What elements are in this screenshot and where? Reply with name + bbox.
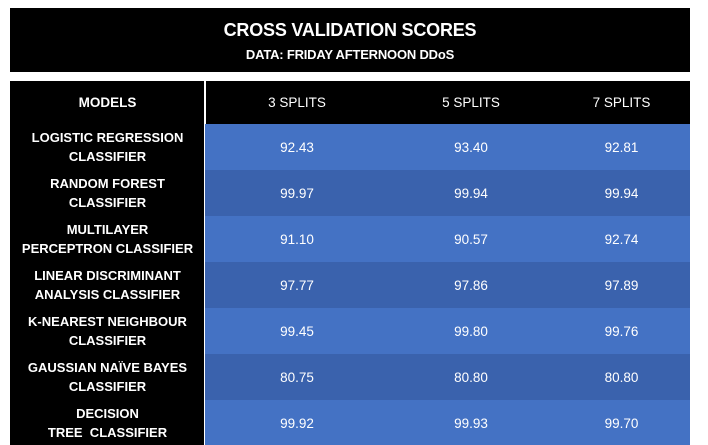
score-3-splits: 80.75 xyxy=(205,354,389,400)
model-name-line1: RANDOM FOREST xyxy=(50,176,165,191)
model-name-line2: PERCEPTRON CLASSIFIER xyxy=(21,241,194,256)
model-name: RANDOM FOREST CLASSIFIER xyxy=(10,170,205,216)
spacer xyxy=(10,72,690,81)
model-name-line1: LOGISTIC REGRESSION xyxy=(31,130,184,145)
header-3-splits: 3 SPLITS xyxy=(268,95,326,110)
score-5-splits: 97.86 xyxy=(389,262,553,308)
header-7-splits: 7 SPLITS xyxy=(592,95,651,110)
score-7-splits: 97.89 xyxy=(553,262,690,308)
column-header-row: MODELS 3 SPLITS 5 SPLITS 7 SPLITS xyxy=(10,81,690,124)
score-3-splits: 99.92 xyxy=(205,400,389,445)
score-7-splits: 99.76 xyxy=(553,308,690,354)
score-3-splits: 92.43 xyxy=(205,124,389,170)
model-name-line2: CLASSIFIER xyxy=(68,379,147,394)
table-row: DECISION TREE CLASSIFIER 99.92 99.93 99.7… xyxy=(10,400,690,445)
model-name-line2: TREE CLASSIFIER xyxy=(47,425,168,440)
score-3-splits: 91.10 xyxy=(205,216,389,262)
model-name: DECISION TREE CLASSIFIER xyxy=(10,400,205,445)
model-name-line1: LINEAR DISCRIMINANT xyxy=(34,268,181,283)
scores-table: CROSS VALIDATION SCORES DATA: FRIDAY AFT… xyxy=(10,8,690,445)
table-subtitle: DATA: FRIDAY AFTERNOON DDoS xyxy=(245,47,455,62)
header-5-splits: 5 SPLITS xyxy=(442,95,500,110)
table-row: LINEAR DISCRIMINANT ANALYSIS CLASSIFIER 9… xyxy=(10,262,690,308)
model-name: MULTILAYER PERCEPTRON CLASSIFIER xyxy=(10,216,205,262)
table-row: GAUSSIAN NAÏVE BAYES CLASSIFIER 80.75 80.… xyxy=(10,354,690,400)
table-row: K-NEAREST NEIGHBOUR CLASSIFIER 99.45 99.8… xyxy=(10,308,690,354)
title-block: CROSS VALIDATION SCORES DATA: FRIDAY AFT… xyxy=(10,8,690,72)
model-name: LOGISTIC REGRESSION CLASSIFIER xyxy=(10,124,205,170)
model-name: GAUSSIAN NAÏVE BAYES CLASSIFIER xyxy=(10,354,205,400)
score-5-splits: 93.40 xyxy=(389,124,553,170)
score-5-splits: 99.94 xyxy=(389,170,553,216)
model-name-line1: K-NEAREST NEIGHBOUR xyxy=(28,314,187,329)
column-divider xyxy=(204,81,206,124)
table-row: RANDOM FOREST CLASSIFIER 99.97 99.94 99.9… xyxy=(10,170,690,216)
model-name-line1: MULTILAYER xyxy=(66,222,149,237)
score-7-splits: 92.74 xyxy=(553,216,690,262)
model-name: LINEAR DISCRIMINANT ANALYSIS CLASSIFIER xyxy=(10,262,205,308)
score-7-splits: 92.81 xyxy=(553,124,690,170)
score-7-splits: 80.80 xyxy=(553,354,690,400)
model-name-line1: GAUSSIAN NAÏVE BAYES xyxy=(27,360,188,375)
score-7-splits: 99.70 xyxy=(553,400,690,445)
score-5-splits: 90.57 xyxy=(389,216,553,262)
score-5-splits: 80.80 xyxy=(389,354,553,400)
model-name-line2: CLASSIFIER xyxy=(68,149,147,164)
score-3-splits: 99.97 xyxy=(205,170,389,216)
model-name-line2: CLASSIFIER xyxy=(68,195,147,210)
model-name-line2: ANALYSIS CLASSIFIER xyxy=(34,287,181,302)
table-row: MULTILAYER PERCEPTRON CLASSIFIER 91.10 90… xyxy=(10,216,690,262)
score-5-splits: 99.80 xyxy=(389,308,553,354)
score-5-splits: 99.93 xyxy=(389,400,553,445)
header-models: MODELS xyxy=(78,95,137,110)
model-name: K-NEAREST NEIGHBOUR CLASSIFIER xyxy=(10,308,205,354)
table-title: CROSS VALIDATION SCORES xyxy=(223,20,477,40)
score-3-splits: 97.77 xyxy=(205,262,389,308)
model-name-line1: DECISION xyxy=(76,406,139,421)
score-7-splits: 99.94 xyxy=(553,170,690,216)
model-name-line2: CLASSIFIER xyxy=(68,333,147,348)
score-3-splits: 99.45 xyxy=(205,308,389,354)
table-row: LOGISTIC REGRESSION CLASSIFIER 92.43 93.4… xyxy=(10,124,690,170)
